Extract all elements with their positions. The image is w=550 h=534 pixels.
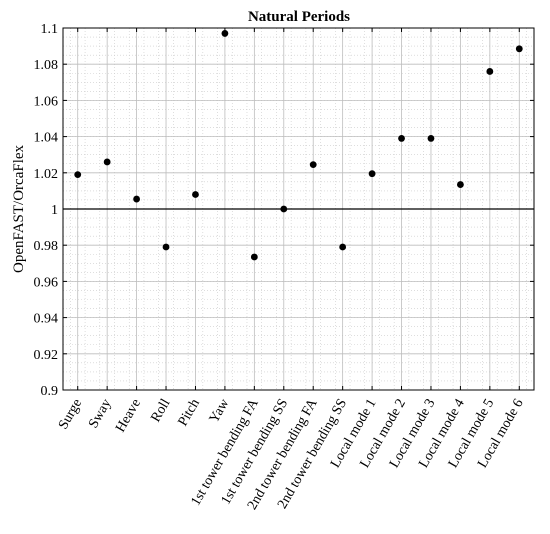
x-tick-label: Roll	[148, 396, 173, 424]
y-tick-label: 1.04	[34, 131, 59, 146]
y-axis-ticks: 0.9 0.92 0.94 0.96 0.98 1 1.02 1.04 1.06 1.08 1.1	[34, 22, 534, 399]
data-point	[457, 181, 464, 188]
data-point	[250, 253, 258, 261]
data-point	[103, 158, 111, 166]
data-point	[221, 30, 229, 37]
y-tick-label: 0.92	[34, 348, 59, 363]
y-tick-label: 0.98	[34, 239, 59, 254]
y-tick-label: 1	[51, 203, 58, 218]
chart-title: Natural Periods	[248, 9, 350, 25]
x-tick-label: Surge	[56, 397, 85, 433]
data-point	[133, 195, 140, 203]
data-point	[515, 45, 523, 53]
y-axis-label: OpenFAST/OrcaFlex	[11, 144, 27, 273]
y-tick-label: 1.02	[34, 167, 59, 182]
data-point	[309, 161, 317, 169]
data-points	[74, 30, 523, 261]
data-point	[192, 191, 199, 198]
data-point	[368, 170, 376, 178]
y-tick-label: 0.96	[34, 275, 59, 290]
data-point	[280, 205, 288, 213]
data-point	[162, 243, 170, 251]
data-point	[427, 135, 435, 142]
x-tick-label: Heave	[113, 397, 144, 435]
x-tick-label: Yaw	[207, 396, 233, 426]
y-tick-label: 0.94	[34, 312, 59, 327]
data-point	[486, 68, 494, 75]
x-tick-label: Pitch	[176, 397, 203, 429]
y-tick-label: 1.08	[34, 58, 59, 73]
data-point	[74, 171, 82, 179]
data-point	[339, 243, 347, 251]
data-point	[398, 135, 405, 142]
y-tick-label: 0.9	[41, 384, 59, 399]
x-tick-label: Sway	[86, 397, 115, 431]
y-tick-label: 1.06	[34, 94, 59, 109]
y-tick-label: 1.1	[41, 22, 59, 37]
